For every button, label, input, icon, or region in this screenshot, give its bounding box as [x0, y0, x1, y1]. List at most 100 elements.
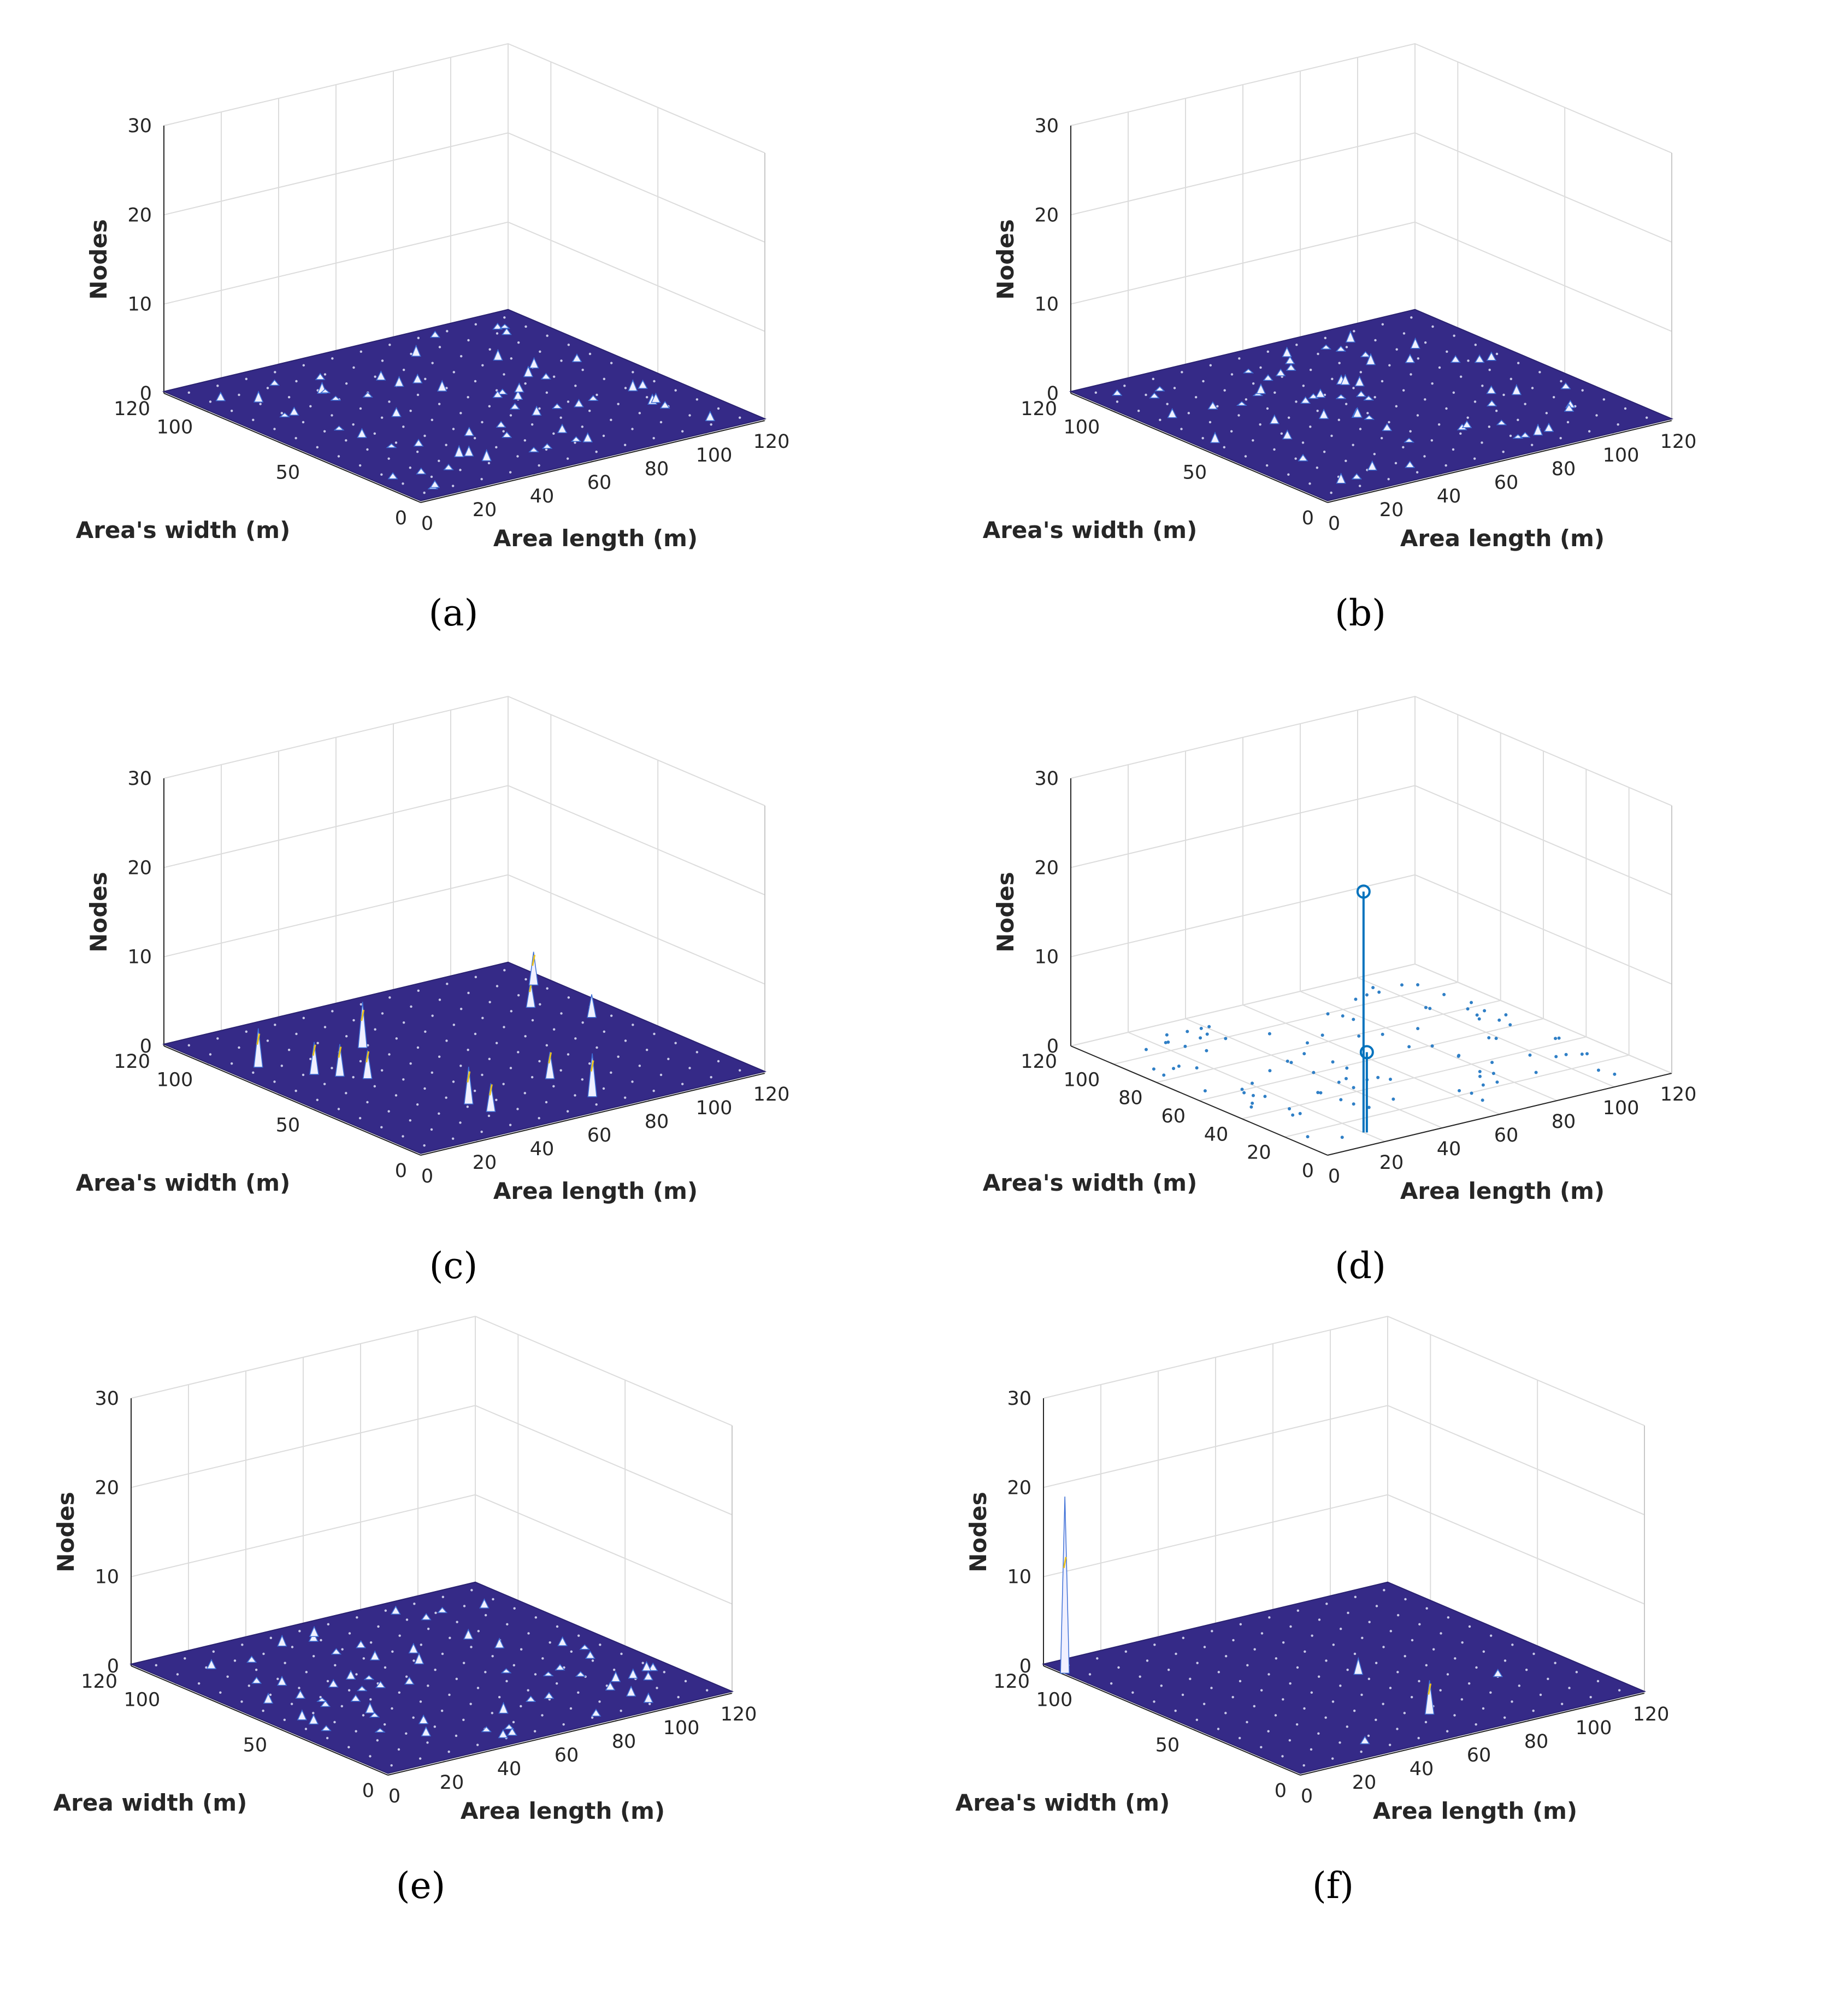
node-peak — [1286, 363, 1296, 371]
mesh-point — [1403, 1712, 1406, 1715]
mesh-point — [1404, 1598, 1407, 1601]
mesh-point — [527, 1689, 529, 1692]
mesh-point — [355, 1673, 358, 1676]
x-axis-label: Area length (m) — [1373, 1798, 1577, 1824]
mesh-point — [381, 359, 384, 362]
panel-caption: (c) — [429, 1245, 477, 1287]
node-peak — [555, 1664, 565, 1671]
mesh-point — [605, 1684, 609, 1687]
node-point — [1528, 1053, 1532, 1057]
mesh-point — [1589, 1695, 1592, 1699]
mesh-point — [1453, 1714, 1456, 1717]
mesh-point — [517, 1051, 520, 1054]
mesh-point — [423, 434, 426, 438]
mesh-point — [1418, 1680, 1420, 1683]
mesh-point — [1559, 436, 1562, 440]
mesh-point — [677, 1695, 680, 1699]
node-peak — [263, 1692, 274, 1704]
mesh-point — [431, 362, 434, 364]
mesh-point — [1353, 330, 1355, 333]
mesh-point — [440, 1709, 444, 1712]
mesh-point — [502, 1083, 505, 1085]
z-axis-label: Nodes — [85, 219, 112, 300]
y-tick-label: 50 — [1183, 462, 1207, 484]
mesh-point — [302, 421, 305, 424]
mesh-point — [423, 491, 426, 494]
mesh-point — [638, 1065, 641, 1067]
node-peak — [1364, 415, 1375, 420]
node-point — [1352, 1018, 1355, 1021]
node-peak — [1284, 356, 1295, 364]
mesh-point — [1237, 414, 1240, 417]
mesh-point — [451, 484, 455, 487]
node-peak — [579, 1644, 590, 1650]
mesh-point — [1368, 1621, 1371, 1623]
x-axis — [1327, 420, 1672, 503]
mesh-point — [1345, 459, 1347, 463]
node-point — [1481, 1083, 1485, 1087]
node-peak — [370, 1650, 380, 1660]
mesh-point — [1502, 450, 1505, 453]
node-point — [1400, 983, 1404, 987]
mesh-point — [1217, 1728, 1220, 1730]
node-peak — [705, 410, 715, 421]
mesh-point — [517, 341, 520, 344]
node-point — [1251, 1101, 1254, 1105]
node-point — [1494, 1037, 1498, 1040]
mesh-point — [369, 1641, 373, 1644]
node-point — [1388, 1077, 1392, 1081]
mesh-point — [541, 1714, 544, 1717]
mesh-point — [1274, 1714, 1277, 1717]
x-tick-label: 0 — [388, 1786, 400, 1807]
node-peak — [643, 1671, 653, 1681]
mesh-point — [467, 395, 469, 399]
mesh-point — [352, 1019, 355, 1022]
mesh-point — [509, 414, 512, 417]
mesh-point — [599, 1643, 602, 1646]
mesh-point — [451, 1137, 455, 1140]
mesh-point — [290, 1702, 293, 1705]
node-point — [1249, 1105, 1253, 1109]
mesh-point — [1387, 477, 1390, 481]
mesh-point — [1467, 359, 1470, 362]
mesh-point — [595, 393, 598, 397]
node-point — [1466, 1007, 1470, 1011]
x-tick-label: 20 — [473, 1152, 497, 1174]
x-axis — [420, 420, 765, 503]
y-tick-label: 50 — [276, 1115, 300, 1137]
mesh-point — [612, 1668, 616, 1671]
x-tick-label: 20 — [1379, 499, 1404, 521]
node-peak — [1298, 453, 1308, 462]
mesh-point — [510, 357, 513, 360]
mesh-point — [359, 407, 362, 410]
mesh-point — [295, 1032, 298, 1036]
mesh-point — [309, 405, 312, 408]
node-point — [1186, 1030, 1189, 1033]
mesh-point — [1116, 400, 1119, 403]
mesh-point — [602, 434, 605, 438]
node-point — [1203, 1089, 1207, 1093]
peak-highlight — [361, 1009, 365, 1021]
mesh-point — [431, 418, 434, 422]
node-peak — [481, 1726, 492, 1733]
mesh-point — [187, 1044, 191, 1047]
x-tick-label: 80 — [612, 1731, 636, 1753]
node-peak — [1282, 429, 1293, 440]
plot-content — [129, 1581, 734, 1774]
mesh-point — [474, 323, 477, 326]
x-tick-label: 100 — [663, 1717, 700, 1739]
z-tick-label: 20 — [1007, 1477, 1031, 1499]
node-peak — [499, 323, 510, 329]
mesh-point — [1224, 1654, 1228, 1658]
mesh-point — [320, 1639, 322, 1642]
mesh-point — [659, 421, 663, 424]
mesh-point — [438, 403, 441, 405]
node-point — [1268, 1069, 1272, 1073]
mesh-point — [652, 1089, 655, 1092]
mesh-point — [424, 1030, 427, 1033]
mesh-point — [312, 1654, 315, 1658]
mesh-point — [209, 1053, 212, 1056]
node-peak — [1360, 351, 1371, 357]
node-peak — [330, 395, 341, 401]
mesh-point — [1223, 446, 1226, 449]
